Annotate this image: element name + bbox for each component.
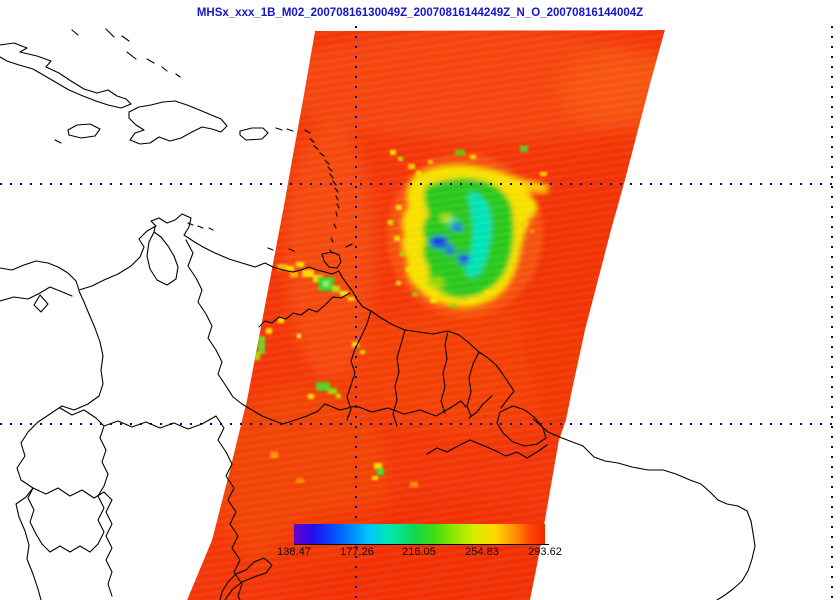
colorbar-tick-label: 216.05 — [402, 546, 436, 558]
colorbar-tick-label: 138.47 — [277, 546, 311, 558]
colorbar-tick-label: 293.62 — [528, 546, 562, 558]
colorbar-tick-label: 254.83 — [465, 546, 499, 558]
plot-title: MHSx_xxx_1B_M02_20070816130049Z_20070816… — [196, 7, 644, 19]
coastlines — [0, 28, 756, 600]
colorbar-tick-label: 177.26 — [340, 546, 374, 558]
colorbar-gradient — [294, 524, 545, 544]
colorbar-axis-line — [294, 544, 549, 545]
colorbar — [294, 524, 545, 544]
